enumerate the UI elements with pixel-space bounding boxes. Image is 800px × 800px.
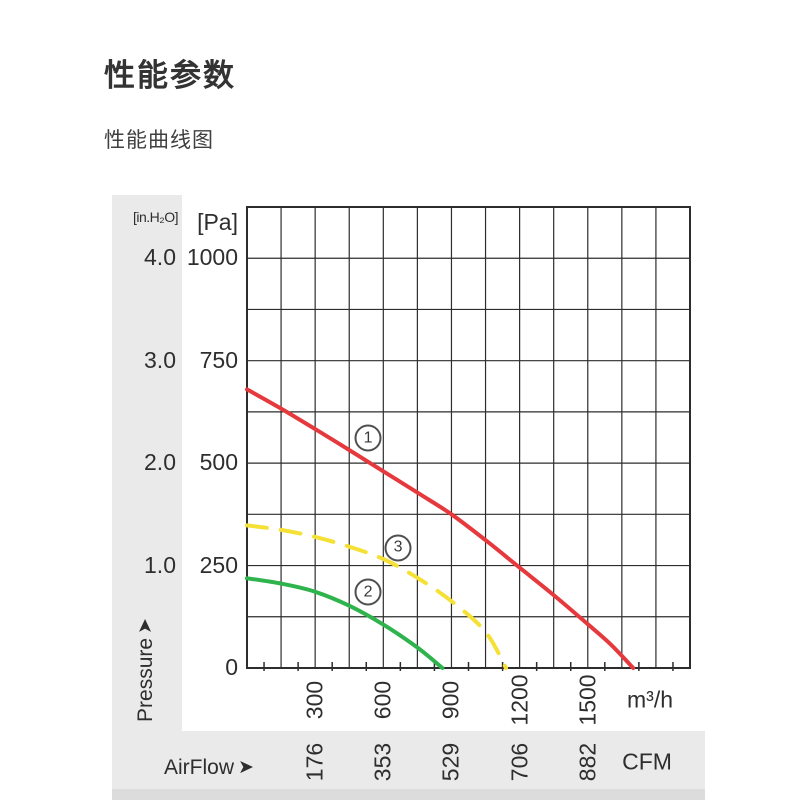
pressure-axis-label: Pressure ➤ (134, 618, 158, 722)
cfm-tick-529: 529 (437, 742, 464, 782)
pa-tick-500: 500 (199, 449, 238, 476)
x-axis-secondary-unit: CFM (622, 748, 672, 775)
chart-subtitle: 性能曲线图 (104, 129, 214, 152)
cfm-tick-353: 353 (369, 742, 396, 782)
airflow-axis-label: AirFlow ➤ (164, 756, 254, 780)
pa-tick-750: 750 (199, 346, 238, 373)
pa-tick-0: 0 (225, 654, 238, 680)
left-axis-strip (112, 195, 182, 731)
m3h-tick-1200: 1200 (506, 674, 533, 726)
inh2o-tick-3.0: 3.0 (144, 346, 176, 373)
page-title: 性能参数 (104, 58, 236, 93)
curve-label-2: 2 (354, 578, 382, 606)
curve-3 (245, 523, 508, 670)
curve-1 (245, 387, 636, 670)
inh2o-tick-2.0: 2.0 (144, 449, 176, 476)
bottom-axis-strip (112, 731, 705, 789)
y-axis-secondary-unit: [in.H₂O] (133, 209, 179, 225)
m3h-tick-300: 300 (301, 680, 328, 720)
curve-label-1: 1 (354, 424, 382, 452)
curve-label-3: 3 (384, 534, 412, 562)
x-axis-primary-unit: m³/h (627, 686, 673, 713)
curve-2 (245, 576, 445, 670)
pressure-arrow-icon: ➤ (135, 618, 156, 634)
cfm-tick-882: 882 (574, 742, 601, 782)
pressure-axis-text: Pressure (134, 637, 157, 722)
inh2o-tick-1.0: 1.0 (144, 551, 176, 578)
pa-tick-250: 250 (199, 551, 238, 578)
cfm-tick-706: 706 (506, 742, 533, 782)
inh2o-tick-4.0: 4.0 (144, 244, 176, 271)
bottom-divider-bar (112, 789, 705, 800)
m3h-tick-600: 600 (369, 680, 396, 720)
m3h-tick-900: 900 (437, 680, 464, 720)
airflow-arrow-icon: ➤ (238, 757, 254, 778)
pa-tick-1000: 1000 (186, 244, 238, 271)
cfm-tick-176: 176 (301, 742, 328, 782)
airflow-axis-text: AirFlow (164, 756, 235, 779)
y-axis-primary-unit: [Pa] (197, 209, 238, 235)
m3h-tick-1500: 1500 (574, 674, 601, 726)
